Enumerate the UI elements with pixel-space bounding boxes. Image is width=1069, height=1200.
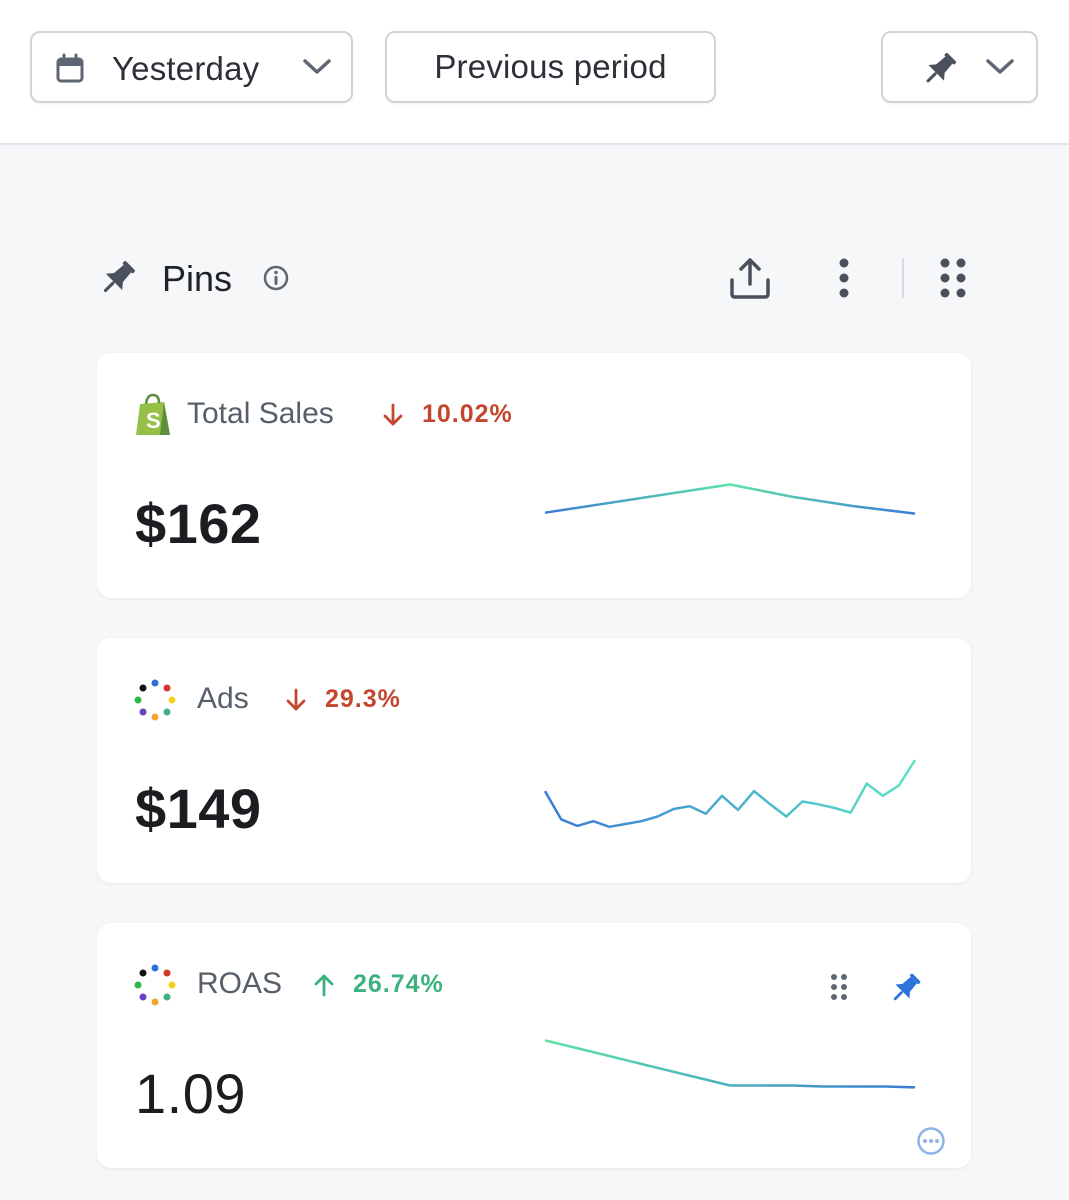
sparkline-series: [544, 1039, 916, 1089]
card-title: ROAS: [197, 967, 283, 1000]
svg-text:S: S: [146, 408, 161, 433]
sparkline-chart: [544, 1039, 916, 1089]
arrow-down-icon: [286, 688, 306, 710]
pin-active-icon[interactable]: [887, 971, 923, 1007]
compare-period-label: Previous period: [434, 48, 667, 85]
date-range-dropdown[interactable]: Yesterday: [30, 31, 353, 103]
calendar-icon: [56, 53, 84, 83]
metric-card-roas[interactable]: ROAS 26.74% 1.09: [97, 923, 971, 1168]
card-title: Total Sales: [187, 397, 334, 430]
top-toolbar: Yesterday Previous period: [0, 0, 1069, 145]
delta-value: 26.74%: [353, 970, 444, 998]
compare-period-button[interactable]: Previous period: [385, 31, 716, 103]
metric-card-total-sales[interactable]: S Total Sales 10.02% $162: [97, 353, 971, 598]
sparkline-chart: [544, 483, 916, 515]
toolbar-divider: [902, 258, 904, 298]
metric-value: $149: [135, 777, 262, 840]
pin-icon: [926, 52, 957, 83]
delta-value: 29.3%: [325, 685, 401, 713]
chevron-down-icon: [303, 59, 331, 74]
triple-whale-dots-icon: [134, 679, 176, 721]
arrow-up-icon: [314, 974, 334, 996]
more-options-icon[interactable]: [832, 258, 856, 300]
metric-card-ads[interactable]: Ads 29.3% $149: [97, 638, 971, 883]
shopify-bag-icon: S: [136, 393, 170, 435]
sparkline-series: [544, 483, 916, 515]
delta-value: 10.02%: [422, 400, 513, 428]
more-options-circle-icon[interactable]: [916, 1126, 946, 1156]
pins-dropdown[interactable]: [881, 31, 1038, 103]
drag-handle-icon[interactable]: [829, 973, 849, 1003]
sparkline-chart: [543, 759, 917, 829]
pins-section-header: Pins: [96, 250, 976, 310]
delta-badge: 10.02%: [382, 400, 513, 429]
triple-whale-dots-icon: [134, 964, 176, 1006]
sparkline-series: [543, 759, 917, 829]
pin-icon: [103, 261, 135, 293]
chevron-down-icon: [986, 59, 1014, 74]
delta-badge: 26.74%: [313, 970, 444, 999]
date-range-label: Yesterday: [112, 50, 260, 87]
share-export-icon[interactable]: [728, 256, 772, 300]
card-title: Ads: [197, 682, 249, 715]
drag-grid-icon[interactable]: [938, 258, 968, 300]
metric-value: 1.09: [135, 1062, 246, 1125]
section-title: Pins: [162, 258, 233, 299]
metric-value: $162: [135, 492, 262, 555]
delta-badge: 29.3%: [285, 685, 401, 714]
arrow-down-icon: [383, 403, 403, 425]
info-icon[interactable]: [262, 264, 290, 292]
